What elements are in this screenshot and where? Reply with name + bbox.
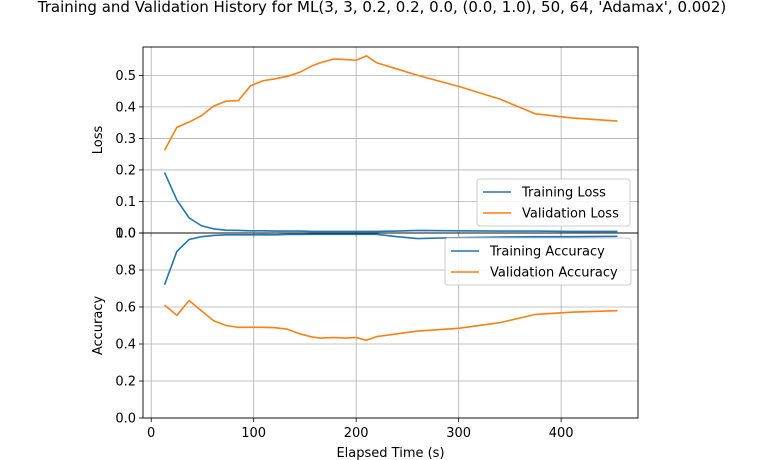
x-axis-label: Elapsed Time (s) [336, 446, 444, 460]
legend-box [444, 237, 632, 286]
panel-accuracy: 0 100 200 300 400 0.0 0.2 0.4 0.6 0.8 1.0 Accuracy E… [91, 227, 639, 460]
y-tick-label: 0.3 [115, 132, 136, 147]
x-tick-label: 400 [549, 426, 574, 441]
x-tick-label: 300 [446, 426, 471, 441]
y-tick-label: 0.2 [115, 375, 136, 390]
legend: Training Accuracy Validation Accuracy [444, 237, 632, 286]
y-tick-label: 0.6 [115, 301, 136, 316]
y-tick-label: 0.1 [115, 195, 136, 210]
legend: Training Loss Validation Loss [476, 178, 631, 227]
legend-box [476, 178, 631, 227]
x-tick-label: 0 [147, 426, 155, 441]
x-tick-label: 200 [344, 426, 369, 441]
axes-frame [142, 232, 639, 419]
legend-label: Training Loss [521, 186, 606, 201]
y-axis-label: Accuracy [91, 296, 106, 356]
y-axis-label: Loss [91, 126, 106, 155]
y-tick-label: 0.5 [115, 69, 136, 84]
legend-label: Training Accuracy [489, 245, 605, 260]
y-tick-label: 0.4 [115, 338, 136, 353]
y-tick-label: 0.0 [115, 412, 136, 427]
x-tick-label: 100 [241, 426, 266, 441]
legend-label: Validation Loss [522, 207, 619, 222]
series-line-validation-loss [163, 55, 618, 151]
y-tick-label: 1.0 [115, 227, 136, 242]
y-tick-label: 0.4 [115, 100, 136, 115]
series-line-validation-accuracy [164, 299, 618, 342]
series-line-training-loss [163, 172, 618, 233]
y-tick-label: 0.2 [115, 163, 136, 178]
panel-loss: 0.0 0.1 0.2 0.3 0.4 0.5 Loss Training Loss Valid… [91, 46, 639, 242]
y-tick-label: 0.0 [115, 227, 136, 242]
legend-label: Validation Accuracy [490, 266, 618, 281]
y-tick-label: 0.8 [115, 264, 136, 279]
chart-title: Training and Validation History for ML(3… [37, 0, 727, 16]
